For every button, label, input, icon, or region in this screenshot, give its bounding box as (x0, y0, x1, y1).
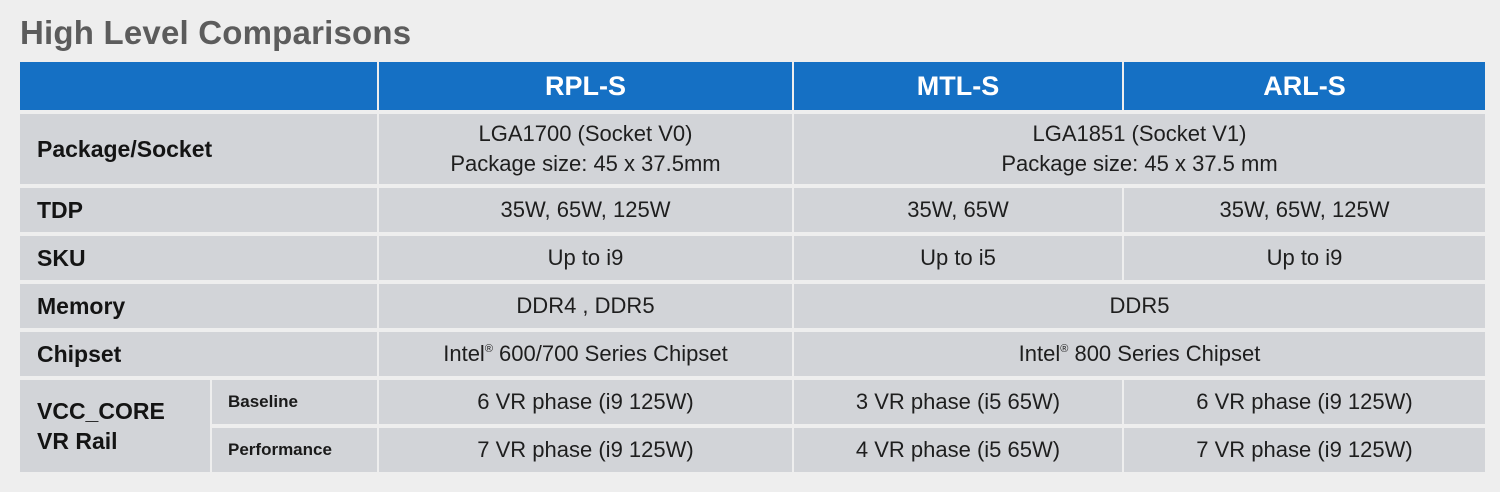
cell-chipset-rpl-prefix: Intel (443, 341, 485, 366)
header-arl-s: ARL-S (1124, 62, 1485, 110)
row-label-chipset: Chipset (20, 332, 377, 376)
cell-tdp-mtl: 35W, 65W (794, 188, 1122, 232)
row-label-vcc-core: VCC_CORE VR Rail (20, 380, 210, 472)
cell-performance-arl: 7 VR phase (i9 125W) (1124, 428, 1485, 472)
cell-baseline-arl: 6 VR phase (i9 125W) (1124, 380, 1485, 424)
row-label-tdp: TDP (20, 188, 377, 232)
header-empty (20, 62, 377, 110)
registered-mark: ® (1060, 343, 1069, 355)
cell-performance-mtl: 4 VR phase (i5 65W) (794, 428, 1122, 472)
cell-chipset-rpl-suffix: 600/700 Series Chipset (492, 341, 728, 366)
cell-package-mtl-arl-line2: Package size: 45 x 37.5 mm (1001, 151, 1278, 176)
header-mtl-s: MTL-S (794, 62, 1122, 110)
cell-chipset-rpl: Intel® 600/700 Series Chipset (379, 332, 792, 376)
cell-chipset-mtl-arl-prefix: Intel (1018, 341, 1061, 366)
cell-baseline-rpl: 6 VR phase (i9 125W) (379, 380, 792, 424)
cell-sku-arl: Up to i9 (1124, 236, 1485, 280)
row-label-sku: SKU (20, 236, 377, 280)
cell-tdp-arl: 35W, 65W, 125W (1124, 188, 1485, 232)
comparison-table: RPL-S MTL-S ARL-S Package/Socket LGA1700… (18, 58, 1487, 476)
cell-tdp-rpl: 35W, 65W, 125W (379, 188, 792, 232)
cell-memory-mtl-arl: DDR5 (794, 284, 1485, 328)
cell-chipset-mtl-arl: Intel® 800 Series Chipset (794, 332, 1485, 376)
header-rpl-s: RPL-S (379, 62, 792, 110)
row-label-vcc-core-line1: VCC_CORE (37, 398, 165, 424)
cell-chipset-mtl-arl-suffix: 800 Series Chipset (1068, 341, 1261, 366)
row-sku: SKU Up to i9 Up to i5 Up to i9 (20, 236, 1485, 280)
row-memory: Memory DDR4 , DDR5 DDR5 (20, 284, 1485, 328)
cell-sku-mtl: Up to i5 (794, 236, 1122, 280)
row-label-memory: Memory (20, 284, 377, 328)
cell-memory-rpl: DDR4 , DDR5 (379, 284, 792, 328)
row-chipset: Chipset Intel® 600/700 Series Chipset In… (20, 332, 1485, 376)
sublabel-baseline: Baseline (212, 380, 377, 424)
row-tdp: TDP 35W, 65W, 125W 35W, 65W 35W, 65W, 12… (20, 188, 1485, 232)
cell-package-rpl-line2: Package size: 45 x 37.5mm (450, 151, 721, 176)
row-label-package-socket: Package/Socket (20, 114, 377, 184)
row-label-vcc-core-line2: VR Rail (37, 428, 118, 454)
row-vcc-performance: Performance 7 VR phase (i9 125W) 4 VR ph… (20, 428, 1485, 472)
sublabel-performance: Performance (212, 428, 377, 472)
cell-performance-rpl: 7 VR phase (i9 125W) (379, 428, 792, 472)
row-vcc-baseline: VCC_CORE VR Rail Baseline 6 VR phase (i9… (20, 380, 1485, 472)
page-title: High Level Comparisons (20, 14, 412, 51)
cell-package-mtl-arl-line1: LGA1851 (Socket V1) (1032, 121, 1247, 146)
cell-baseline-mtl: 3 VR phase (i5 65W) (794, 380, 1122, 424)
registered-mark: ® (484, 343, 493, 355)
cell-sku-rpl: Up to i9 (379, 236, 792, 280)
cell-package-rpl: LGA1700 (Socket V0) Package size: 45 x 3… (379, 114, 792, 184)
header-row: RPL-S MTL-S ARL-S (20, 62, 1485, 110)
row-package-socket: Package/Socket LGA1700 (Socket V0) Packa… (20, 114, 1485, 184)
cell-package-rpl-line1: LGA1700 (Socket V0) (478, 121, 693, 146)
cell-package-mtl-arl: LGA1851 (Socket V1) Package size: 45 x 3… (794, 114, 1485, 184)
